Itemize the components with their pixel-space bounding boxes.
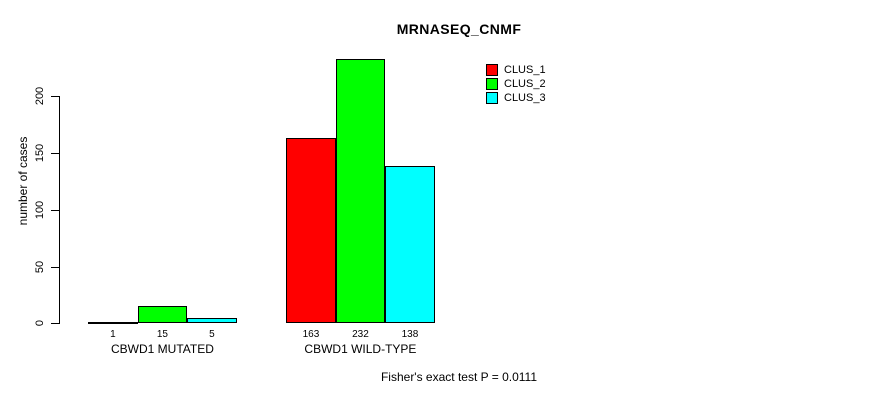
y-axis-label: number of cases <box>16 136 30 226</box>
bar-clus_3-group2 <box>385 166 435 324</box>
y-tick-label: 150 <box>34 143 46 162</box>
legend-item-clus_2: CLUS_2 <box>486 78 546 90</box>
y-tick-mark <box>50 152 59 154</box>
bar-value-label: 15 <box>156 329 168 340</box>
y-tick-label: 100 <box>34 200 46 219</box>
y-tick-mark <box>50 95 59 97</box>
legend-swatch-clus_3 <box>486 92 498 104</box>
bar-clus_1-group2 <box>286 137 336 324</box>
y-tick-mark <box>50 266 59 268</box>
bar-value-label: 232 <box>352 329 369 340</box>
bar-clus_2-group1 <box>137 306 188 324</box>
fisher-test-annotation: Fisher's exact test P = 0.0111 <box>380 370 538 384</box>
bar-clus_1-group1 <box>88 322 138 325</box>
chart-title: MRNASEQ_CNMF <box>396 21 522 37</box>
y-tick-label: 200 <box>34 86 46 105</box>
y-tick-mark <box>50 323 59 325</box>
legend: CLUS_1 CLUS_2 CLUS_3 <box>486 64 546 104</box>
bar-value-label: 5 <box>209 329 215 340</box>
x-category-label: CBWD1 WILD-TYPE <box>304 342 417 356</box>
bar-clus_2-group2 <box>335 59 386 324</box>
bar-clus_3-group1 <box>187 317 237 324</box>
legend-label: CLUS_2 <box>504 78 546 90</box>
legend-label: CLUS_1 <box>504 64 546 76</box>
legend-label: CLUS_3 <box>504 92 546 104</box>
y-axis-line <box>58 95 60 325</box>
legend-swatch-clus_2 <box>486 78 498 90</box>
legend-item-clus_3: CLUS_3 <box>486 92 546 104</box>
y-tick-mark <box>50 209 59 211</box>
legend-item-clus_1: CLUS_1 <box>486 64 546 76</box>
legend-swatch-clus_1 <box>486 64 498 76</box>
bar-value-label: 138 <box>401 329 419 340</box>
y-tick-label: 50 <box>34 260 46 273</box>
bar-value-label: 1 <box>110 329 116 340</box>
y-tick-label: 0 <box>34 320 46 327</box>
x-category-label: CBWD1 MUTATED <box>110 342 214 356</box>
bar-value-label: 163 <box>302 329 320 340</box>
